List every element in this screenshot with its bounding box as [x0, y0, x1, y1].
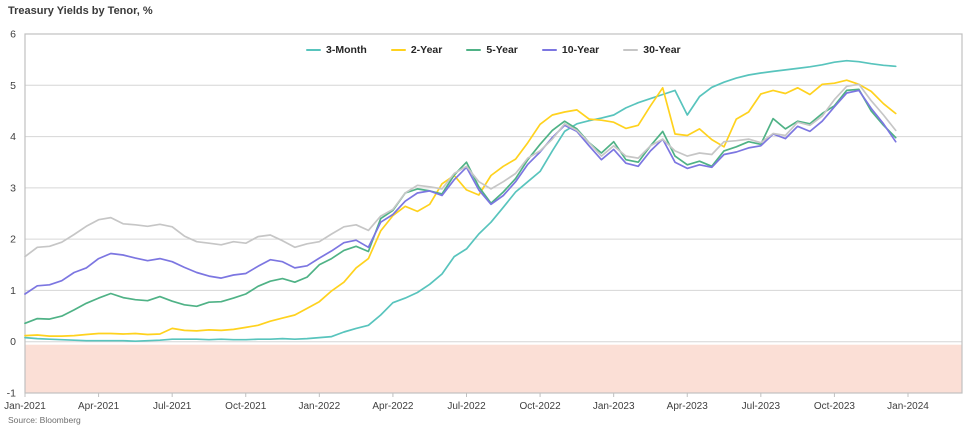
legend-item-5-year: 5-Year: [466, 44, 518, 56]
legend-item-30-year: 30-Year: [623, 44, 681, 56]
series-line-2-year: [24, 79, 897, 337]
y-tick-label: -1: [7, 388, 16, 400]
legend-swatch-icon: [466, 48, 482, 52]
legend-label: 30-Year: [643, 44, 681, 56]
legend-label: 3-Month: [326, 44, 367, 56]
y-tick-label: 6: [10, 29, 16, 41]
y-tick-label: 5: [10, 80, 16, 92]
legend-swatch-icon: [541, 48, 557, 52]
legend-swatch-icon: [306, 48, 321, 52]
series-line-30-year: [24, 83, 897, 258]
y-tick-label: 1: [10, 285, 16, 297]
x-tick-label: Jul-2021: [153, 401, 192, 412]
series-line-10-year: [24, 89, 897, 295]
x-tick-label: Jan-2024: [887, 401, 929, 412]
x-tick-label: Oct-2022: [520, 401, 562, 412]
y-tick-label: 0: [10, 336, 16, 348]
legend: 3-Month 2-Year 5-Year 10-Year 30-Year: [306, 44, 681, 56]
y-tick-label: 3: [10, 182, 16, 194]
x-tick-label: Jan-2022: [298, 401, 340, 412]
x-tick-label: Oct-2021: [225, 401, 267, 412]
negative-yield-band: [25, 344, 962, 393]
x-tick-label: Apr-2021: [78, 401, 120, 412]
legend-item-3-month: 3-Month: [306, 44, 367, 56]
x-tick-label: Apr-2023: [667, 401, 709, 412]
legend-item-2-year: 2-Year: [390, 44, 443, 56]
x-tick-label: Jul-2022: [447, 401, 486, 412]
x-tick-label: Jan-2023: [593, 401, 635, 412]
legend-label: 10-Year: [561, 44, 600, 56]
x-tick-label: Oct-2023: [814, 401, 856, 412]
legend-label: 2-Year: [410, 44, 443, 56]
legend-label: 5-Year: [486, 44, 518, 56]
x-tick-label: Jan-2021: [4, 401, 46, 412]
plot-border: [24, 33, 963, 394]
legend-swatch-icon: [623, 48, 639, 52]
series-line-5-year: [24, 88, 897, 325]
source-note: Source: Bloomberg: [8, 415, 81, 425]
legend-swatch-icon: [390, 48, 406, 52]
x-tick-label: Jul-2023: [742, 401, 781, 412]
series-line-3-month: [24, 59, 897, 343]
chart-title: Treasury Yields by Tenor, %: [8, 5, 153, 17]
y-tick-label: 4: [10, 131, 16, 143]
x-tick-label: Apr-2022: [372, 401, 414, 412]
y-tick-label: 2: [10, 234, 16, 246]
legend-item-10-year: 10-Year: [541, 44, 600, 56]
